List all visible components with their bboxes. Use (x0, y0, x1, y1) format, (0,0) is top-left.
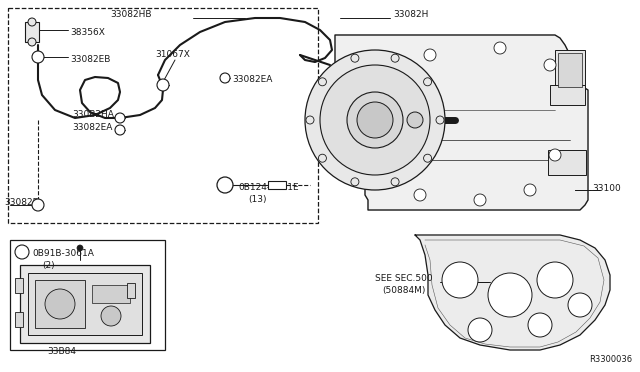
Circle shape (45, 289, 75, 319)
Circle shape (220, 73, 230, 83)
Circle shape (217, 177, 233, 193)
Polygon shape (415, 235, 610, 350)
Circle shape (549, 149, 561, 161)
Text: 33100: 33100 (592, 184, 621, 193)
Circle shape (306, 116, 314, 124)
Polygon shape (335, 35, 588, 210)
Circle shape (32, 51, 44, 63)
Bar (25, 22, 39, 42)
Circle shape (474, 194, 486, 206)
Circle shape (32, 199, 44, 211)
Text: 0B91B-3061A: 0B91B-3061A (32, 249, 94, 258)
Text: 31067X: 31067X (155, 50, 190, 59)
Text: N: N (19, 247, 25, 257)
Bar (15, 278, 23, 293)
Text: (50884M): (50884M) (382, 286, 426, 295)
Circle shape (391, 178, 399, 186)
Text: B: B (222, 180, 228, 189)
Bar (20, 265, 150, 343)
Text: 33082EA: 33082EA (232, 75, 273, 84)
Text: R3300036: R3300036 (589, 355, 632, 364)
Bar (555, 50, 585, 90)
Bar (10, 240, 165, 350)
Text: 33082H: 33082H (393, 10, 428, 19)
Text: SEE SEC.500: SEE SEC.500 (375, 274, 433, 283)
Circle shape (544, 59, 556, 71)
Circle shape (414, 189, 426, 201)
Circle shape (468, 318, 492, 342)
Bar (548, 150, 586, 175)
Circle shape (442, 262, 478, 298)
Circle shape (424, 154, 431, 162)
Circle shape (524, 184, 536, 196)
Bar (35, 280, 85, 328)
Bar (550, 85, 585, 105)
Circle shape (157, 79, 169, 91)
Circle shape (101, 306, 121, 326)
Text: 33B84: 33B84 (47, 347, 77, 356)
Bar (558, 53, 582, 87)
Text: 33082HB: 33082HB (110, 10, 152, 19)
Circle shape (305, 50, 445, 190)
Circle shape (319, 78, 326, 86)
Circle shape (115, 113, 125, 123)
Circle shape (357, 102, 393, 138)
Circle shape (391, 54, 399, 62)
Text: (2): (2) (42, 261, 54, 270)
Bar (92, 285, 130, 303)
Circle shape (424, 49, 436, 61)
Circle shape (347, 92, 403, 148)
Text: 38356X: 38356X (70, 28, 105, 37)
Circle shape (351, 178, 359, 186)
Circle shape (537, 262, 573, 298)
Circle shape (424, 78, 431, 86)
Bar (268, 181, 286, 189)
Circle shape (351, 54, 359, 62)
Text: 330B2HA: 330B2HA (72, 110, 114, 119)
Text: 33082E: 33082E (4, 198, 38, 207)
Bar (15, 312, 23, 327)
Circle shape (28, 18, 36, 26)
Circle shape (320, 65, 430, 175)
Circle shape (15, 245, 29, 259)
Text: 33082EB: 33082EB (70, 55, 110, 64)
Circle shape (436, 116, 444, 124)
Circle shape (568, 293, 592, 317)
Circle shape (528, 313, 552, 337)
Circle shape (319, 154, 326, 162)
Circle shape (494, 42, 506, 54)
Bar (28, 273, 142, 335)
Text: 0B124-0451E: 0B124-0451E (238, 183, 299, 192)
Text: (13): (13) (248, 195, 266, 204)
Text: 33082EA: 33082EA (72, 123, 113, 132)
Bar (8, 8, 318, 223)
Circle shape (115, 125, 125, 135)
Circle shape (28, 38, 36, 46)
Circle shape (407, 112, 423, 128)
Circle shape (77, 245, 83, 251)
Bar (127, 283, 135, 298)
Circle shape (488, 273, 532, 317)
